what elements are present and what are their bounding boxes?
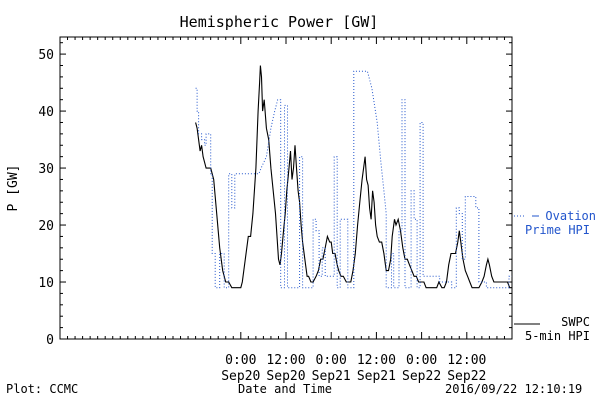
- x-tick-label-date: Sep21: [312, 369, 351, 384]
- y-axis-label: P [GW]: [6, 165, 21, 212]
- plot-source-label: Plot: CCMC: [6, 382, 79, 396]
- x-tick-label-time: 0:00: [316, 353, 347, 368]
- plot-frame: [59, 36, 513, 340]
- x-tick-label-date: Sep22: [402, 369, 441, 384]
- y-tick-label: 50: [38, 48, 54, 63]
- x-tick-label-date: Sep20: [266, 369, 305, 384]
- x-axis-label: Date and Time: [238, 382, 332, 396]
- x-tick-label-time: 12:00: [447, 353, 486, 368]
- x-tick-label-date: Sep21: [357, 369, 396, 384]
- legend-label-swpc-1: SWPC: [561, 315, 590, 329]
- legend-label-swpc-2: 5-min HPI: [525, 329, 590, 343]
- x-tick-label-date: Sep20: [221, 369, 260, 384]
- y-tick-label: 40: [38, 105, 54, 120]
- y-axis: 0 10 20 30 40 50: [38, 42, 512, 348]
- y-tick-label: 20: [38, 219, 54, 234]
- series-line-swpc: [195, 65, 512, 289]
- chart-title: Hemispheric Power [GW]: [180, 13, 379, 31]
- x-tick-label-time: 12:00: [266, 353, 305, 368]
- y-tick-label: 30: [38, 162, 54, 177]
- plot-timestamp: 2016/09/22 12:10:19: [445, 382, 583, 396]
- y-tick-label: 10: [38, 276, 54, 291]
- x-tick-label-time: 0:00: [225, 353, 256, 368]
- x-tick-label-time: 12:00: [357, 353, 396, 368]
- legend-label-ovation-2: Prime HPI: [525, 223, 590, 237]
- series-line-ovation: [195, 70, 512, 289]
- legend-label-ovation-1: Ovation: [545, 209, 596, 223]
- x-tick-label-time: 0:00: [406, 353, 437, 368]
- y-tick-label: 0: [46, 333, 54, 348]
- x-axis: 0:00Sep2012:00Sep200:00Sep2112:00Sep210:…: [59, 37, 513, 384]
- series-layer: [195, 65, 512, 289]
- x-tick-label-date: Sep22: [447, 369, 486, 384]
